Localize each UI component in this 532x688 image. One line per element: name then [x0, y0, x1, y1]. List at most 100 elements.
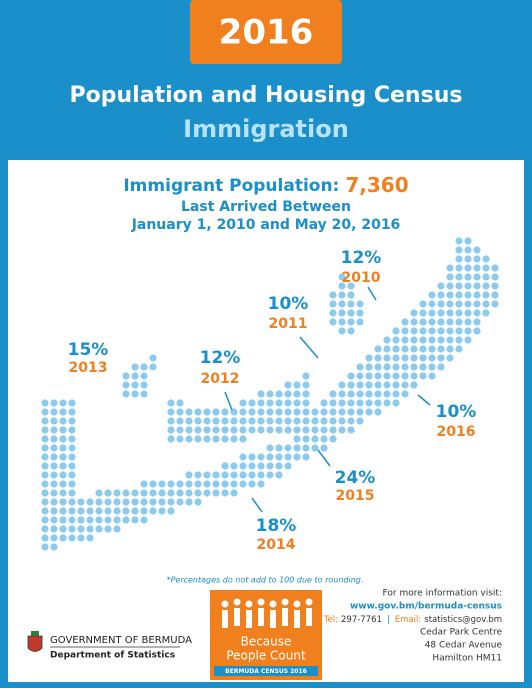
island-dot	[428, 345, 436, 353]
island-dot	[302, 426, 310, 434]
region-percent: 10%	[436, 402, 477, 422]
island-dot	[365, 372, 373, 380]
island-dot	[446, 300, 454, 308]
island-dot	[149, 507, 157, 515]
island-dot	[293, 408, 301, 416]
island-dot	[95, 498, 103, 506]
island-dot	[491, 273, 499, 281]
island-dot	[338, 282, 346, 290]
island-dot	[248, 480, 256, 488]
island-dot	[257, 390, 265, 398]
island-dot	[410, 336, 418, 344]
island-dot	[221, 435, 229, 443]
island-dot	[248, 471, 256, 479]
island-dot	[284, 408, 292, 416]
logo-figures	[221, 598, 313, 628]
island-dot	[275, 471, 283, 479]
island-dot	[167, 507, 175, 515]
logo-box	[210, 590, 322, 680]
island-dot	[41, 543, 49, 551]
island-dot	[59, 516, 67, 524]
island-dot	[473, 273, 481, 281]
island-dot	[176, 489, 184, 497]
island-dot	[392, 399, 400, 407]
island-dot	[428, 354, 436, 362]
island-dot	[50, 426, 58, 434]
island-dot	[194, 489, 202, 497]
region-percent: 12%	[341, 248, 382, 268]
island-dot	[59, 399, 67, 407]
island-dot	[239, 417, 247, 425]
island-dot	[86, 516, 94, 524]
island-dot	[284, 426, 292, 434]
summary-label: Immigrant Population:	[123, 176, 339, 196]
island-dot	[455, 237, 463, 245]
island-dots	[41, 237, 499, 551]
island-dot	[131, 489, 139, 497]
island-dot	[68, 453, 76, 461]
island-dot	[176, 435, 184, 443]
island-dot	[347, 300, 355, 308]
island-dot	[320, 435, 328, 443]
island-dot	[455, 291, 463, 299]
island-dot	[374, 399, 382, 407]
island-dot	[473, 264, 481, 272]
island-dot	[212, 471, 220, 479]
island-dot	[302, 399, 310, 407]
island-dot	[464, 255, 472, 263]
island-dot	[284, 390, 292, 398]
contact-url[interactable]: www.gov.bm/bermuda-census	[350, 602, 502, 612]
island-dot	[275, 399, 283, 407]
island-dot	[383, 354, 391, 362]
island-dot	[365, 390, 373, 398]
island-dot	[248, 399, 256, 407]
logo-line1: Because	[241, 635, 292, 649]
island-dot	[203, 417, 211, 425]
island-dot	[203, 471, 211, 479]
island-dot	[491, 291, 499, 299]
island-dot	[176, 417, 184, 425]
island-dot	[176, 480, 184, 488]
logo-band	[214, 666, 318, 676]
island-dot	[212, 408, 220, 416]
island-dot	[392, 372, 400, 380]
island-dot	[221, 471, 229, 479]
island-dot	[77, 516, 85, 524]
island-dot	[95, 525, 103, 533]
island-dot	[41, 408, 49, 416]
island-dot	[221, 489, 229, 497]
island-dot	[302, 417, 310, 425]
island-dot	[428, 309, 436, 317]
island-dot	[212, 417, 220, 425]
island-dot	[365, 381, 373, 389]
island-dot	[86, 525, 94, 533]
island-dot	[311, 408, 319, 416]
summary-line1: Last Arrived Between	[181, 199, 351, 215]
island-dot	[446, 264, 454, 272]
island-dot	[482, 291, 490, 299]
island-dot	[77, 534, 85, 542]
island-dot	[41, 453, 49, 461]
island-dot	[284, 462, 292, 470]
island-dot	[338, 318, 346, 326]
island-dot	[41, 516, 49, 524]
island-dot	[257, 426, 265, 434]
island-dot	[284, 399, 292, 407]
island-dot	[266, 399, 274, 407]
island-dot	[68, 489, 76, 497]
island-dot	[140, 372, 148, 380]
island-dot	[482, 255, 490, 263]
island-dot	[50, 489, 58, 497]
island-dot	[50, 408, 58, 416]
island-dot	[374, 390, 382, 398]
island-dot	[149, 498, 157, 506]
island-dot	[59, 453, 67, 461]
island-dot	[419, 354, 427, 362]
island-dot	[329, 426, 337, 434]
island-dot	[455, 273, 463, 281]
island-dot	[275, 426, 283, 434]
island-dot	[167, 498, 175, 506]
island-dot	[194, 480, 202, 488]
island-dot	[302, 444, 310, 452]
island-dot	[347, 408, 355, 416]
